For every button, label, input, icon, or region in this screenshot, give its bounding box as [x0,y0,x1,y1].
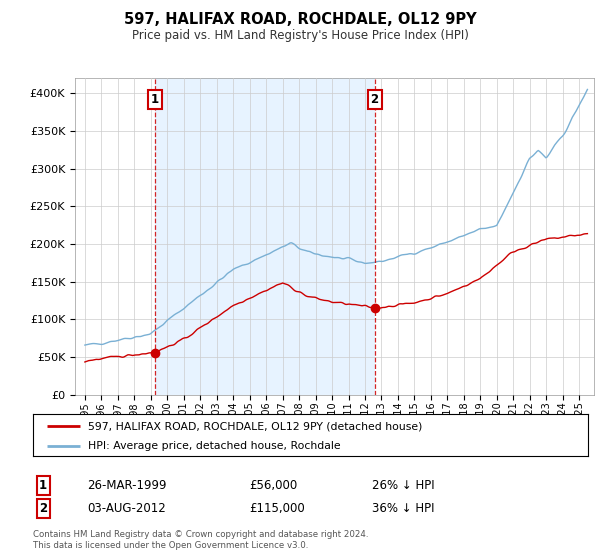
Text: Contains HM Land Registry data © Crown copyright and database right 2024.
This d: Contains HM Land Registry data © Crown c… [33,530,368,550]
Text: 26-MAR-1999: 26-MAR-1999 [87,479,167,492]
Text: Price paid vs. HM Land Registry's House Price Index (HPI): Price paid vs. HM Land Registry's House … [131,29,469,42]
Text: 26% ↓ HPI: 26% ↓ HPI [372,479,434,492]
Text: 597, HALIFAX ROAD, ROCHDALE, OL12 9PY: 597, HALIFAX ROAD, ROCHDALE, OL12 9PY [124,12,476,27]
Text: 2: 2 [370,93,379,106]
Text: 597, HALIFAX ROAD, ROCHDALE, OL12 9PY (detached house): 597, HALIFAX ROAD, ROCHDALE, OL12 9PY (d… [89,421,423,431]
Text: 1: 1 [39,479,47,492]
Bar [155,78,374,395]
Text: £115,000: £115,000 [249,502,305,515]
Text: 36% ↓ HPI: 36% ↓ HPI [372,502,434,515]
Text: HPI: Average price, detached house, Rochdale: HPI: Average price, detached house, Roch… [89,441,341,451]
Text: 1: 1 [151,93,158,106]
Text: £56,000: £56,000 [249,479,297,492]
Text: 03-AUG-2012: 03-AUG-2012 [87,502,166,515]
Text: 2: 2 [39,502,47,515]
